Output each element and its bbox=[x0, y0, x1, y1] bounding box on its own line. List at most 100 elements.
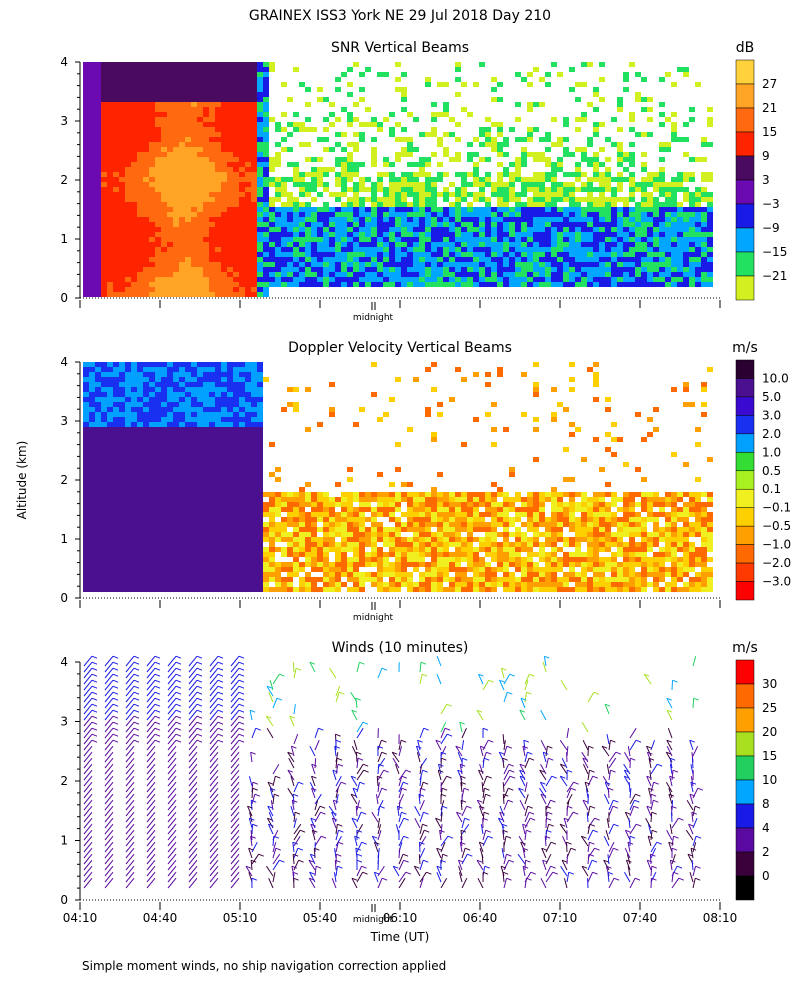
data-cell bbox=[473, 212, 479, 217]
data-cell bbox=[137, 557, 143, 562]
data-cell bbox=[371, 162, 377, 167]
data-cell bbox=[107, 132, 113, 137]
data-cell bbox=[227, 252, 233, 257]
data-cell bbox=[137, 472, 143, 477]
data-cell bbox=[185, 212, 191, 217]
data-cell bbox=[347, 267, 353, 272]
data-cell bbox=[137, 507, 143, 512]
data-cell bbox=[239, 482, 245, 487]
data-cell bbox=[455, 77, 461, 82]
data-cell bbox=[143, 197, 149, 202]
data-cell bbox=[221, 532, 227, 537]
data-cell bbox=[419, 247, 425, 252]
data-cell bbox=[455, 137, 461, 142]
data-cell bbox=[659, 187, 665, 192]
data-cell bbox=[197, 252, 203, 257]
data-cell bbox=[257, 97, 263, 102]
data-cell bbox=[233, 527, 239, 532]
data-cell bbox=[257, 72, 263, 77]
data-cell bbox=[167, 292, 173, 297]
data-cell bbox=[125, 152, 131, 157]
data-cell bbox=[617, 277, 623, 282]
data-cell bbox=[119, 157, 125, 162]
data-cell bbox=[107, 242, 113, 247]
data-cell bbox=[287, 237, 293, 242]
data-cell bbox=[251, 77, 257, 82]
data-cell bbox=[191, 147, 197, 152]
data-cell bbox=[209, 492, 215, 497]
data-cell bbox=[101, 62, 107, 67]
data-cell bbox=[263, 582, 269, 587]
data-cell bbox=[539, 227, 545, 232]
data-cell bbox=[575, 232, 581, 237]
data-cell bbox=[341, 202, 347, 207]
data-cell bbox=[449, 212, 455, 217]
data-cell bbox=[197, 572, 203, 577]
data-cell bbox=[539, 187, 545, 192]
data-cell bbox=[119, 587, 125, 592]
data-cell bbox=[617, 172, 623, 177]
data-cell bbox=[593, 202, 599, 207]
data-cell bbox=[161, 407, 167, 412]
data-cell bbox=[197, 452, 203, 457]
data-cell bbox=[281, 567, 287, 572]
data-cell bbox=[395, 247, 401, 252]
data-cell bbox=[107, 542, 113, 547]
data-cell bbox=[665, 232, 671, 237]
data-cell bbox=[515, 227, 521, 232]
data-cell bbox=[137, 577, 143, 582]
data-cell bbox=[305, 267, 311, 272]
data-cell bbox=[257, 382, 263, 387]
data-cell bbox=[83, 262, 89, 267]
data-cell bbox=[161, 587, 167, 592]
data-cell bbox=[539, 177, 545, 182]
data-cell bbox=[407, 137, 413, 142]
data-cell bbox=[191, 417, 197, 422]
data-cell bbox=[227, 552, 233, 557]
data-cell bbox=[395, 122, 401, 127]
data-cell bbox=[455, 257, 461, 262]
data-cell bbox=[239, 82, 245, 87]
data-cell bbox=[395, 87, 401, 92]
data-cell bbox=[203, 567, 209, 572]
data-cell bbox=[137, 397, 143, 402]
data-cell bbox=[431, 192, 437, 197]
data-cell bbox=[683, 232, 689, 237]
data-cell bbox=[317, 182, 323, 187]
data-cell bbox=[209, 277, 215, 282]
data-cell bbox=[377, 282, 383, 287]
data-cell bbox=[149, 587, 155, 592]
data-cell bbox=[317, 222, 323, 227]
data-cell bbox=[119, 377, 125, 382]
data-cell bbox=[203, 232, 209, 237]
data-cell bbox=[263, 107, 269, 112]
data-cell bbox=[173, 482, 179, 487]
data-cell bbox=[251, 192, 257, 197]
data-cell bbox=[173, 502, 179, 507]
plot-area: 01234midnight10.05.03.02.01.00.50.1−0.1−… bbox=[60, 355, 791, 623]
data-cell bbox=[431, 232, 437, 237]
data-cell bbox=[623, 247, 629, 252]
data-cell bbox=[665, 202, 671, 207]
data-cell bbox=[209, 282, 215, 287]
data-cell bbox=[107, 527, 113, 532]
data-cell bbox=[89, 117, 95, 122]
data-cell bbox=[611, 272, 617, 277]
data-cell bbox=[365, 232, 371, 237]
data-cell bbox=[233, 522, 239, 527]
data-cell bbox=[317, 177, 323, 182]
data-cell bbox=[107, 517, 113, 522]
data-cell bbox=[197, 62, 203, 67]
data-cell bbox=[239, 552, 245, 557]
data-cell bbox=[359, 277, 365, 282]
data-cell bbox=[605, 182, 611, 187]
data-cell bbox=[173, 552, 179, 557]
data-cell bbox=[509, 247, 515, 252]
data-cell bbox=[587, 252, 593, 257]
data-cell bbox=[509, 282, 515, 287]
data-cell bbox=[191, 182, 197, 187]
data-cell bbox=[395, 282, 401, 287]
data-cell bbox=[377, 182, 383, 187]
data-cell bbox=[173, 392, 179, 397]
data-cell bbox=[299, 262, 305, 267]
